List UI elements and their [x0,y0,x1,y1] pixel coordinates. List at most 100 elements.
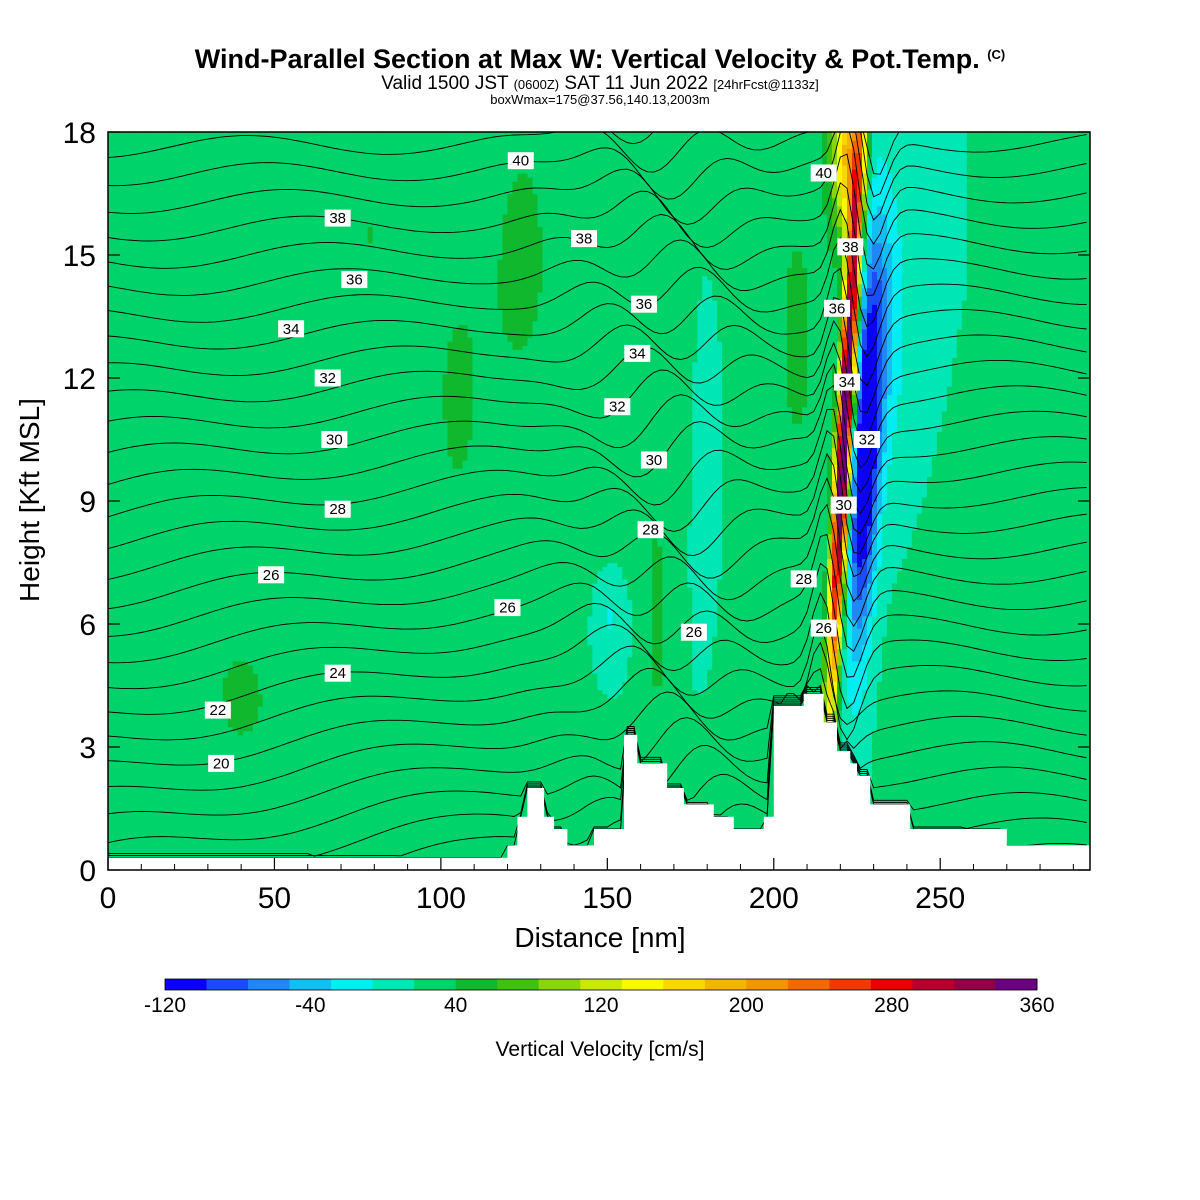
field-cell [717,132,723,342]
field-cell [941,410,948,870]
title-main: Wind-Parallel Section at Max W: Vertical… [194,44,980,74]
y-axis-label: Height [Kft MSL] [14,398,45,602]
field-cell [392,132,399,870]
field-cell [856,599,863,629]
field-cell [856,201,863,223]
field-cell [866,287,873,313]
theta-contour-line [108,362,1087,493]
field-cell [557,132,563,870]
contour-label-box [314,369,341,387]
field-cell [832,587,838,621]
field-cell [232,660,239,732]
field-cell [792,132,798,252]
field-cell [197,132,204,870]
field-cell [837,250,843,318]
theta-contour-line [108,641,1087,766]
field-cell [861,308,868,330]
field-cell [842,570,848,584]
field-cell [787,406,793,870]
colorbar-tick-label: 120 [583,994,618,1017]
theta-contour-line [108,408,1087,535]
field-cell [387,132,394,870]
field-cell [607,562,613,609]
field-cell [961,300,968,870]
field-cell [837,402,843,416]
field-cell [832,509,838,523]
field-cell [482,132,489,870]
colorbar-swatch [870,979,913,990]
contour-label-box [810,619,837,637]
field-cell [447,132,454,342]
chart-title: Wind-Parallel Section at Max W: Vertical… [0,44,1200,75]
field-cell [842,365,848,379]
field-cell [856,320,863,334]
field-cell [277,132,284,870]
field-cell [876,156,883,207]
field-cell [921,496,928,870]
contour-label: 30 [835,497,852,514]
field-cell [856,152,863,203]
field-cell [287,132,294,870]
field-cell [777,132,783,870]
field-cell [851,152,858,170]
field-cell [707,132,713,281]
field-cell [861,255,868,272]
field-cell [357,132,364,870]
theta-contour-line [108,622,1087,741]
field-cell [352,132,359,870]
field-cell [832,574,838,588]
field-cell [497,259,504,309]
field-cell [881,509,888,637]
colorbar-tick-label: -40 [295,994,325,1017]
field-cell [846,410,853,420]
field-cell [652,132,658,539]
field-cell [417,132,424,870]
field-cell [827,611,833,703]
field-cell [827,181,833,252]
field-cell [856,250,863,264]
field-cell [542,132,549,870]
field-cell [842,349,848,359]
field-cell [422,132,429,870]
colorbar-swatch [538,979,581,990]
field-cell [876,279,883,432]
field-cell [507,193,514,342]
field-cell [856,566,863,600]
field-cell [991,132,998,870]
field-cell [832,542,838,576]
field-cell [532,132,539,195]
field-cell [851,332,858,346]
field-cell [1066,132,1073,870]
colorbar-tick-label: 280 [874,994,909,1017]
field-cell [851,562,858,621]
field-cell [956,132,963,330]
field-cell [302,132,309,870]
colorbar-swatch [289,979,332,990]
contour-label-box [204,701,231,719]
field-cell [522,345,529,870]
colorbar-swatch [829,979,872,990]
field-cell [577,132,583,870]
field-cell [537,132,544,227]
field-cell [797,423,803,870]
theta-contour-line [108,668,1087,791]
chart-subtitle: Valid 1500 JST (0600Z) SAT 11 Jun 2022 [… [0,73,1200,95]
contour-label-box [507,152,534,170]
field-cell [407,132,414,870]
contour-label-box [790,570,817,588]
field-cell [891,197,898,432]
field-cell [712,300,718,637]
contour-label: 20 [213,755,230,772]
colorbar-swatch [414,979,457,990]
field-cell [442,419,449,870]
field-cell [876,132,883,158]
field-cell [362,132,369,870]
field-cell [837,595,843,605]
field-cell [866,132,873,158]
field-cell [827,583,833,613]
field-cell [687,587,693,870]
field-cell [632,132,638,870]
field-cell [512,181,519,350]
field-cell [597,132,603,572]
contour-label-box [637,521,664,539]
